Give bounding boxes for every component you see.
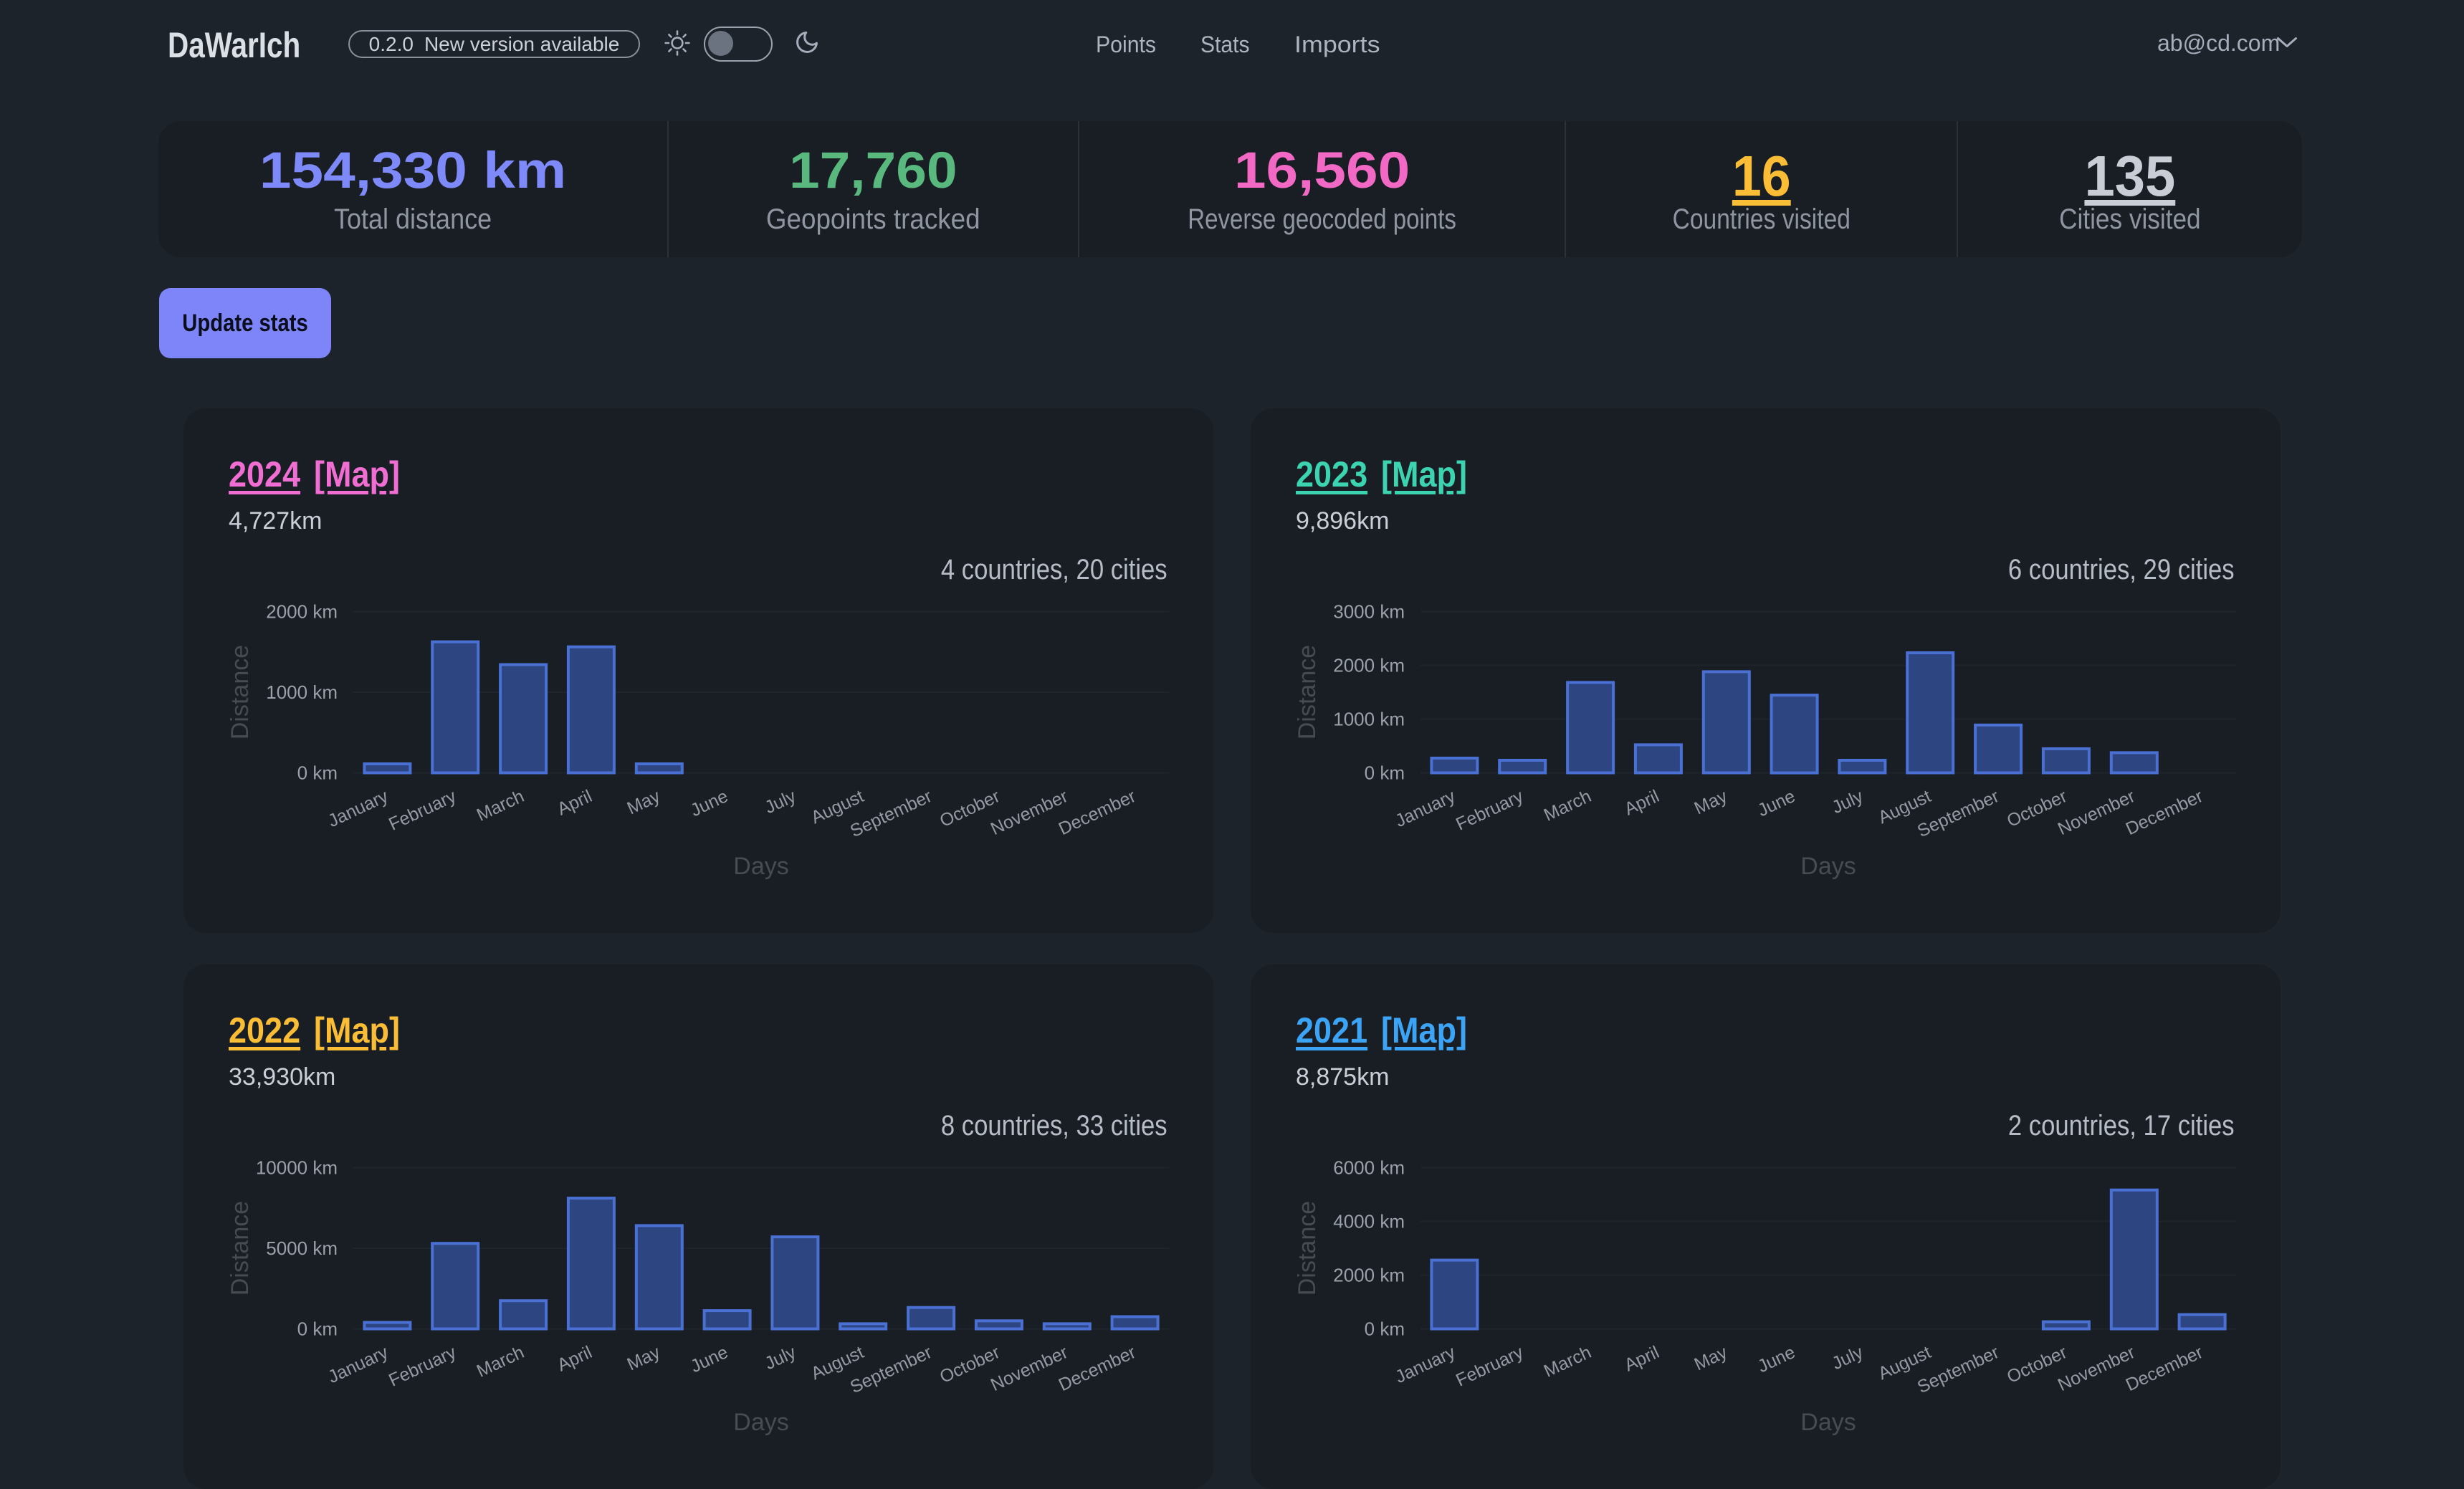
svg-text:4000 km: 4000 km xyxy=(1333,1211,1405,1232)
svg-text:April: April xyxy=(1621,786,1662,820)
svg-text:January: January xyxy=(325,1342,391,1387)
svg-text:0 km: 0 km xyxy=(1365,762,1405,784)
svg-text:February: February xyxy=(386,786,459,835)
svg-text:0 km: 0 km xyxy=(297,1318,338,1340)
svg-text:Distance: Distance xyxy=(1294,645,1321,739)
svg-text:June: June xyxy=(687,1342,731,1377)
svg-text:2000 km: 2000 km xyxy=(266,601,338,623)
svg-text:December: December xyxy=(2123,1342,2206,1395)
svg-text:March: March xyxy=(474,1342,527,1382)
svg-text:July: July xyxy=(1829,786,1867,818)
svg-text:March: March xyxy=(1541,786,1595,825)
svg-text:January: January xyxy=(1392,1342,1458,1387)
svg-text:Days: Days xyxy=(1800,853,1856,880)
svg-text:Distance: Distance xyxy=(1294,1201,1321,1296)
svg-text:Days: Days xyxy=(1800,1409,1856,1436)
svg-text:July: July xyxy=(762,1342,800,1374)
svg-text:December: December xyxy=(2123,786,2206,839)
svg-text:April: April xyxy=(554,786,595,820)
svg-text:January: January xyxy=(325,786,391,831)
svg-text:May: May xyxy=(624,1342,664,1375)
svg-text:10000 km: 10000 km xyxy=(256,1157,338,1179)
svg-text:June: June xyxy=(687,786,731,820)
svg-text:6000 km: 6000 km xyxy=(1333,1157,1405,1179)
svg-text:April: April xyxy=(554,1342,595,1376)
svg-text:March: March xyxy=(1541,1342,1595,1382)
svg-text:June: June xyxy=(1754,786,1798,820)
svg-text:December: December xyxy=(1056,1342,1139,1395)
svg-text:February: February xyxy=(1453,786,1527,835)
svg-text:2000 km: 2000 km xyxy=(1333,655,1405,676)
svg-text:5000 km: 5000 km xyxy=(266,1237,338,1259)
svg-text:July: July xyxy=(762,786,800,818)
svg-text:November: November xyxy=(988,1342,1071,1395)
svg-text:June: June xyxy=(1754,1342,1798,1377)
svg-text:November: November xyxy=(2055,1342,2138,1395)
svg-text:May: May xyxy=(1691,1342,1731,1375)
svg-text:2000 km: 2000 km xyxy=(1333,1265,1405,1286)
svg-text:April: April xyxy=(1621,1342,1662,1376)
svg-text:Distance: Distance xyxy=(226,645,254,739)
svg-text:0 km: 0 km xyxy=(1365,1318,1405,1340)
svg-text:January: January xyxy=(1392,786,1458,831)
svg-text:November: November xyxy=(2055,786,2138,839)
svg-text:December: December xyxy=(1056,786,1139,839)
svg-text:3000 km: 3000 km xyxy=(1333,601,1405,623)
svg-text:February: February xyxy=(1453,1342,1527,1391)
svg-text:July: July xyxy=(1829,1342,1867,1374)
svg-text:November: November xyxy=(988,786,1071,839)
svg-text:Days: Days xyxy=(733,1409,788,1436)
svg-text:May: May xyxy=(624,786,664,819)
svg-text:March: March xyxy=(474,786,527,825)
svg-text:May: May xyxy=(1691,786,1731,819)
svg-text:Distance: Distance xyxy=(226,1201,254,1296)
svg-text:Days: Days xyxy=(733,853,788,880)
svg-text:February: February xyxy=(386,1342,459,1391)
svg-text:1000 km: 1000 km xyxy=(266,681,338,703)
svg-text:1000 km: 1000 km xyxy=(1333,709,1405,730)
svg-text:0 km: 0 km xyxy=(297,762,338,784)
